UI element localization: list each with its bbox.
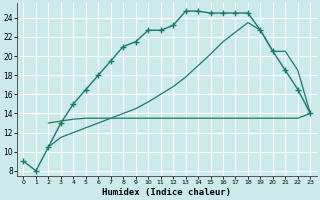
X-axis label: Humidex (Indice chaleur): Humidex (Indice chaleur): [102, 188, 231, 197]
